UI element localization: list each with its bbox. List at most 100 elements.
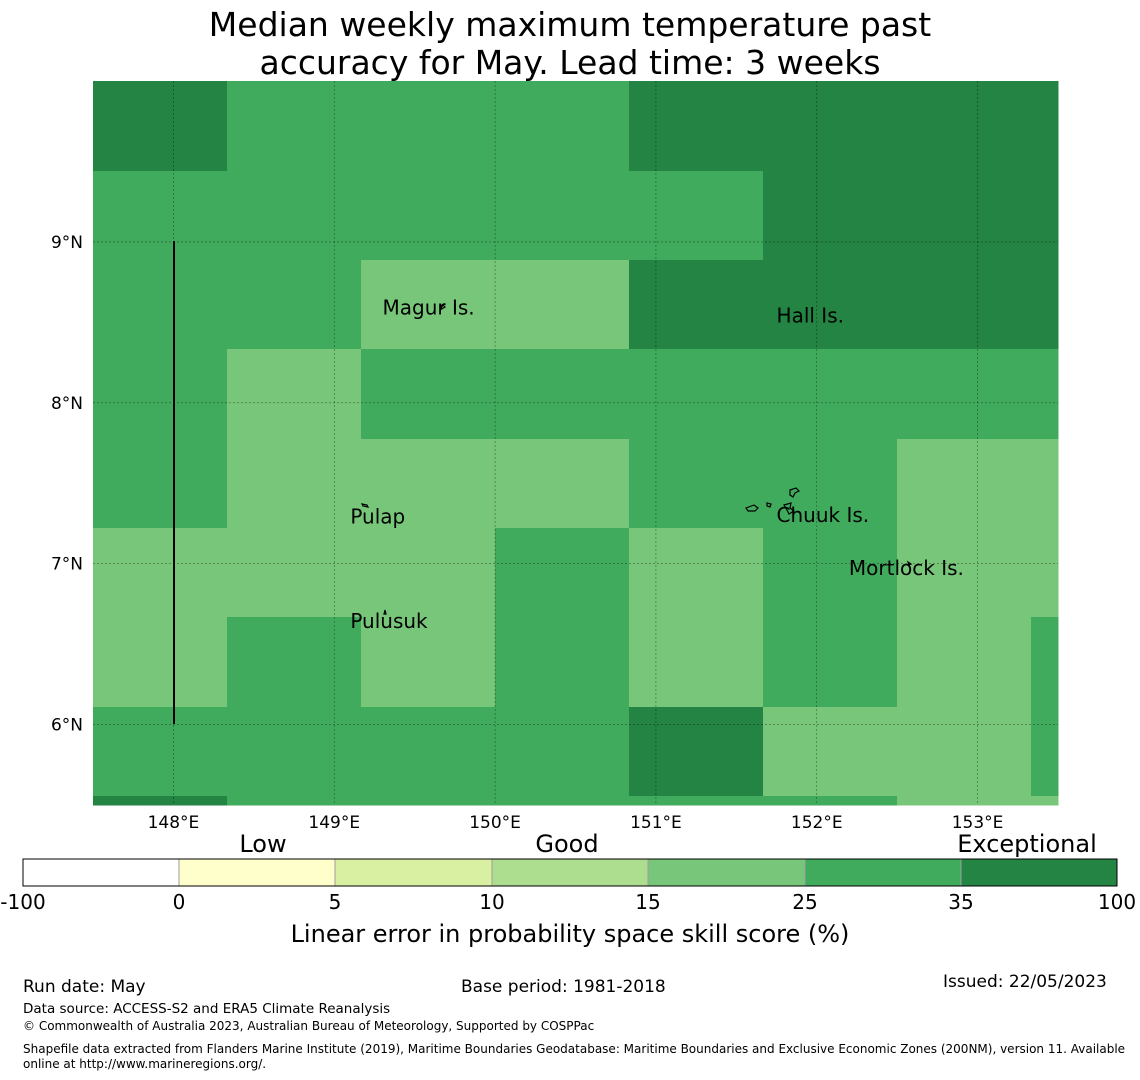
grid-cell xyxy=(629,81,764,172)
grid-cell xyxy=(763,260,898,350)
grid-cell xyxy=(629,171,764,261)
grid-cell xyxy=(93,528,228,618)
grid-cell xyxy=(629,707,764,797)
grid-cell xyxy=(93,171,228,261)
run-date: Run date: May xyxy=(23,977,146,997)
grid-cell xyxy=(361,171,496,261)
longitude-tick-label: 150°E xyxy=(469,813,521,830)
grid-cell xyxy=(227,707,362,797)
grid-cell xyxy=(629,349,764,440)
legend-color-box xyxy=(334,858,493,887)
grid-cell xyxy=(361,349,496,440)
grid-cell xyxy=(763,81,898,172)
grid-cell xyxy=(93,349,228,440)
grid-cell xyxy=(1031,81,1059,172)
latitude-tick-label: 6°N xyxy=(51,716,83,736)
grid-cell xyxy=(495,260,630,350)
legend-category-label: Low xyxy=(239,830,286,858)
grid-cell xyxy=(227,796,362,806)
legend-color-box xyxy=(178,858,336,887)
graticule xyxy=(93,81,1058,805)
grid-cell xyxy=(1031,171,1059,261)
issued-date: Issued: 22/05/2023 xyxy=(943,972,1107,992)
island-outlines xyxy=(360,304,913,615)
grid-cell xyxy=(897,81,1032,172)
grid-cell xyxy=(495,439,630,529)
legend-color-box xyxy=(491,858,649,887)
legend-color-box xyxy=(647,858,806,887)
grid-cell xyxy=(1031,707,1059,797)
grid-cell xyxy=(93,439,228,529)
legend-color-boxes xyxy=(22,858,1118,887)
longitude-tick-label: 149°E xyxy=(308,813,360,830)
grid-cell xyxy=(93,81,228,172)
grid-cell xyxy=(361,260,496,350)
legend-tick-label: -100 xyxy=(0,890,45,914)
grid-cell xyxy=(227,617,362,708)
place-label: Pulusuk xyxy=(350,609,428,633)
latitude-tick-label: 7°N xyxy=(51,555,83,575)
legend-color-box xyxy=(804,858,962,887)
grid-cell xyxy=(897,528,1032,618)
grid-cell xyxy=(227,260,362,350)
place-label: Magur Is. xyxy=(383,295,475,319)
map-title: Median weekly maximum temperature past a… xyxy=(0,6,1140,82)
map-title-line-2: accuracy for May. Lead time: 3 weeks xyxy=(259,43,881,82)
latitude-ticks: 9°N 8°N 7°N 6°N xyxy=(51,233,83,736)
grid-cell xyxy=(897,171,1032,261)
grid-cell xyxy=(227,349,362,440)
grid-cell xyxy=(227,81,362,172)
grid-cell xyxy=(1031,528,1059,618)
legend-categories: Low Good Exceptional xyxy=(239,830,1096,858)
legend-axis-label: Linear error in probability space skill … xyxy=(291,920,850,948)
grid-cell xyxy=(763,707,898,797)
grid-cell xyxy=(361,707,496,797)
grid-cell xyxy=(227,171,362,261)
legend-color-box xyxy=(960,858,1118,887)
grid-cell xyxy=(495,796,630,806)
longitude-tick-label: 153°E xyxy=(952,813,1004,830)
island-outline xyxy=(745,504,759,512)
skill-grid xyxy=(93,81,1059,806)
grid-cell xyxy=(763,171,898,261)
grid-cell xyxy=(629,260,764,350)
map-title-line-1: Median weekly maximum temperature past xyxy=(208,5,932,44)
grid-cell xyxy=(897,617,1032,708)
legend-category-label: Exceptional xyxy=(957,830,1097,858)
legend-tick-label: 5 xyxy=(329,890,342,914)
grid-cell xyxy=(495,349,630,440)
grid-cell xyxy=(93,617,228,708)
grid-cell xyxy=(897,349,1032,440)
grid-cell xyxy=(1031,796,1059,806)
grid-cell xyxy=(495,617,630,708)
grid-cell xyxy=(495,171,630,261)
grid-cell xyxy=(763,349,898,440)
grid-cell xyxy=(361,81,496,172)
grid-cell xyxy=(93,796,228,806)
grid-cell xyxy=(1031,439,1059,529)
grid-cell xyxy=(897,796,1032,806)
grid-cell xyxy=(897,439,1032,529)
grid-cell xyxy=(1031,260,1059,350)
island-outline xyxy=(360,503,370,508)
grid-cell xyxy=(361,439,496,529)
grid-cell xyxy=(227,528,362,618)
longitude-tick-label: 151°E xyxy=(630,813,682,830)
grid-cell xyxy=(361,796,496,806)
legend-tick-label: 15 xyxy=(635,890,660,914)
grid-cell xyxy=(227,439,362,529)
island-outline xyxy=(783,502,796,515)
latitude-tick-label: 8°N xyxy=(51,394,83,414)
legend-tick-label: 35 xyxy=(948,890,973,914)
grid-cell xyxy=(629,439,764,529)
legend-tick-label: 25 xyxy=(792,890,817,914)
island-outline xyxy=(383,609,387,615)
grid-cell xyxy=(897,260,1032,350)
island-outline xyxy=(439,304,446,311)
place-label: Mortlock Is. xyxy=(849,556,964,580)
grid-cell xyxy=(361,528,496,618)
legend-tick-labels: -100 0 5 10 15 25 35 100 xyxy=(0,890,1136,914)
island-outline xyxy=(789,487,801,498)
grid-cell xyxy=(629,796,764,806)
legend-frame xyxy=(22,858,1118,887)
